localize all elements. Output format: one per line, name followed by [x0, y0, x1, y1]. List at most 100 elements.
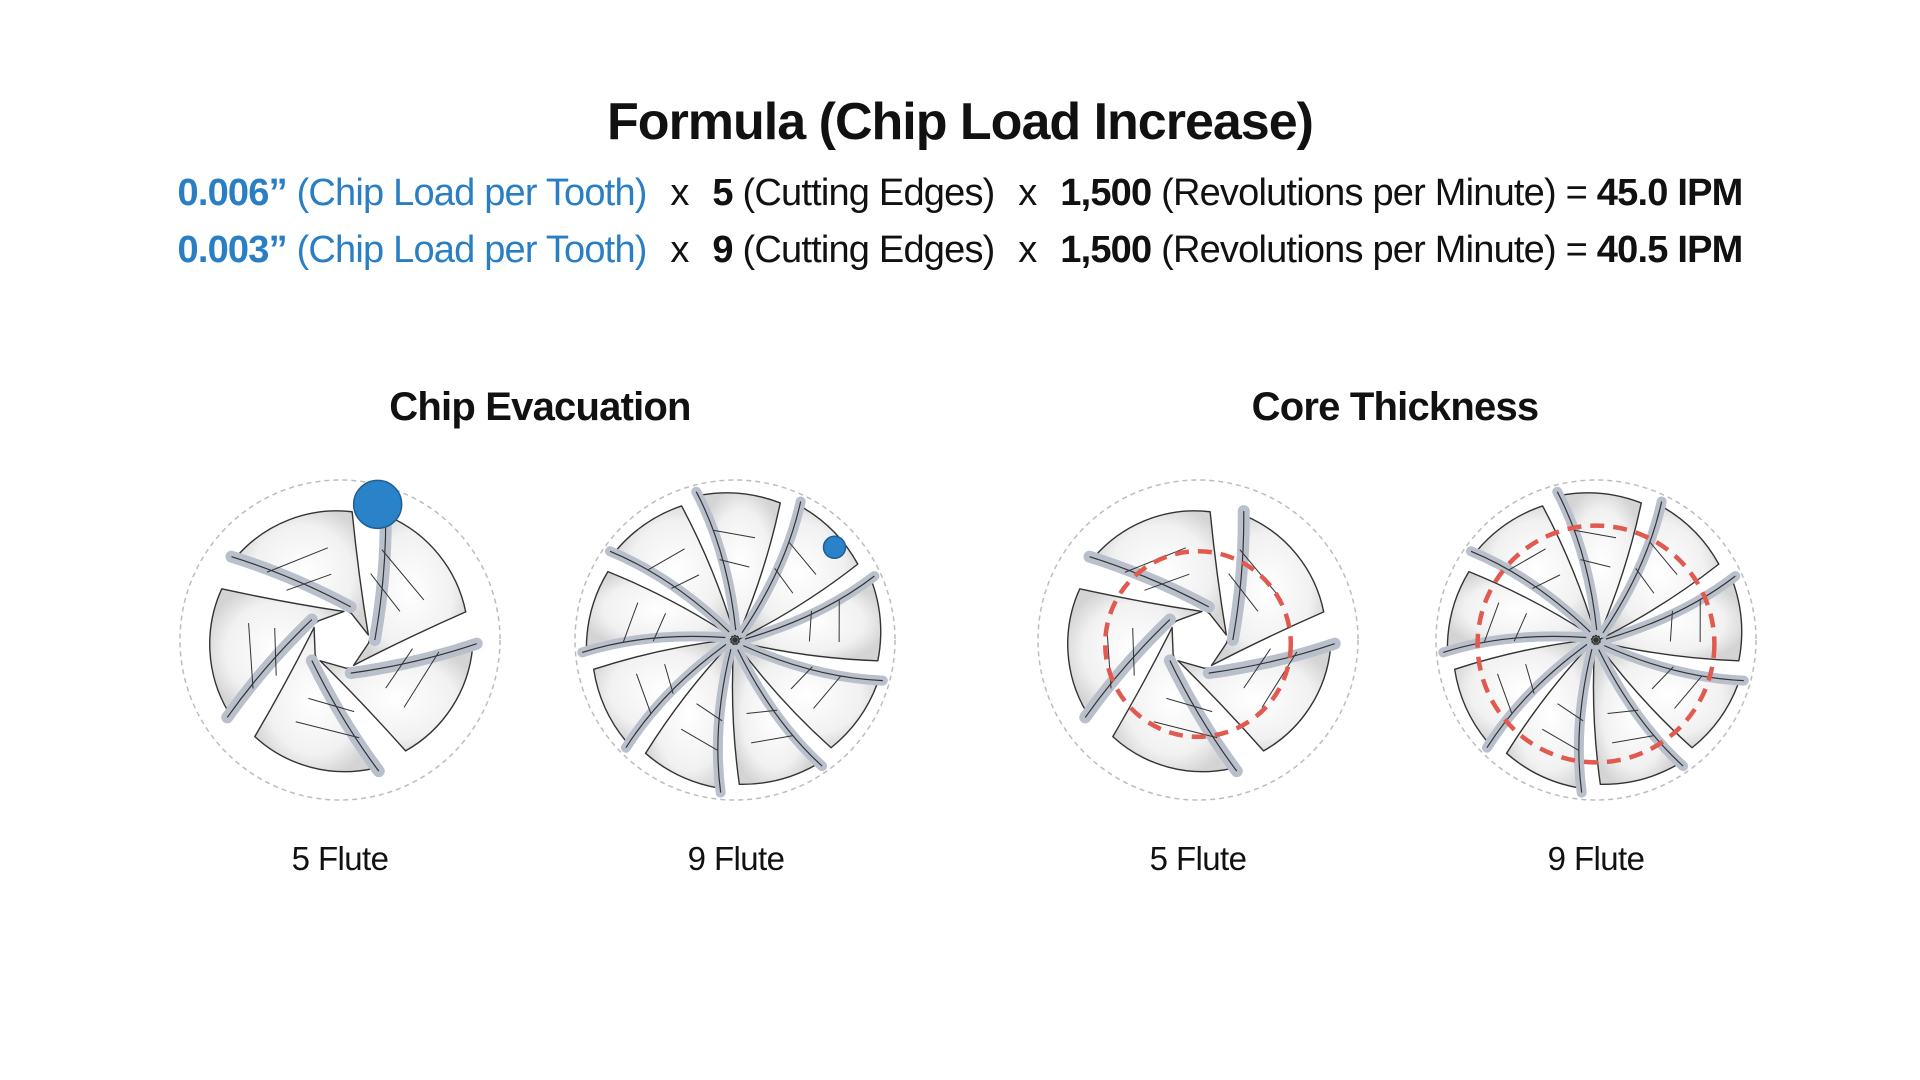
- cutting-edge-outline: [1604, 645, 1744, 682]
- tool-center: [732, 637, 738, 643]
- chip-evacuation-title: Chip Evacuation: [389, 385, 691, 429]
- chip-circle: [352, 479, 403, 530]
- formula-row-9-flute: 0.003” (Chip Load per Tooth) x 9 (Cuttin…: [0, 229, 1920, 272]
- cutting-edge-outline: [741, 501, 802, 634]
- tooth-facet-line: [680, 728, 718, 751]
- tooth-facet-line: [788, 542, 817, 575]
- tooth-facet-line: [1513, 613, 1528, 642]
- cutting-edge-outline: [1602, 501, 1663, 634]
- rpm-label: (Revolutions per Minute): [1161, 172, 1557, 214]
- cutting-edge-outline: [625, 643, 727, 749]
- tooth-facet-line: [790, 666, 813, 690]
- tooth-facet-line: [403, 651, 440, 708]
- tooth-facet-line: [274, 627, 277, 676]
- chip-load-value: 0.003”: [177, 229, 288, 271]
- tooth-facet-line: [719, 559, 750, 568]
- rpm-value: 1,500: [1060, 229, 1152, 271]
- cutting-edge-outline: [1089, 556, 1210, 608]
- tooth-facet-line: [1557, 703, 1584, 722]
- cutting-edge-outline: [717, 648, 732, 793]
- cutting-edge-outline: [744, 575, 875, 640]
- equals-sign: =: [1565, 172, 1588, 214]
- cutting-edge-outline: [1598, 649, 1684, 767]
- page-title: Formula (Chip Load Increase): [607, 93, 1314, 151]
- tooth-facet-line: [1153, 721, 1218, 739]
- tooth-facet-line: [1525, 663, 1535, 694]
- result-value: 45.0 IPM: [1596, 172, 1743, 214]
- end-mill-9-flute-chip-evacuation: [574, 479, 896, 801]
- tooth-facet-line: [286, 573, 332, 591]
- cutting-edge-outline: [226, 619, 313, 718]
- tooth-facet-line: [1496, 673, 1513, 714]
- cutting-edge-outline: [737, 649, 823, 767]
- tooth-facet-line: [370, 573, 401, 612]
- cutting-edge-outline: [1578, 648, 1593, 793]
- tooth-facet-line: [1243, 648, 1271, 689]
- tooth-facet-line: [1144, 573, 1190, 591]
- tooth-facet-line: [1483, 602, 1500, 642]
- cutting-edge-outline: [1486, 643, 1588, 749]
- tooth-facet-line: [671, 574, 700, 589]
- multiply-sign: x: [670, 172, 689, 214]
- tooth-facet-line: [635, 673, 652, 714]
- multiply-sign: x: [1018, 229, 1037, 271]
- cutting-edges-value: 5: [712, 172, 733, 214]
- tooth-facet-line: [295, 721, 360, 739]
- tooth-facet-line: [696, 703, 723, 722]
- five-flute-label: 5 Flute: [1149, 840, 1247, 877]
- tooth-facet-line: [1239, 549, 1283, 601]
- tooth-facet-line: [266, 547, 328, 573]
- tooth-facet-line: [652, 613, 667, 642]
- cutting-edges-value: 9: [712, 229, 733, 271]
- multiply-sign: x: [1018, 172, 1037, 214]
- cutting-edge-outline: [743, 645, 883, 682]
- cutting-edge-outline: [1443, 635, 1587, 653]
- core-circle: [1102, 548, 1294, 740]
- cutting-edge-outline: [1556, 491, 1598, 631]
- chip-load-label: (Chip Load per Tooth): [296, 229, 648, 271]
- tooth-facet-line: [1669, 610, 1673, 642]
- tooth-facet-line: [813, 676, 841, 709]
- core-thickness-title: Core Thickness: [1251, 385, 1540, 429]
- tool-outer-circle: [1435, 479, 1757, 801]
- tool-outer-circle: [179, 479, 501, 801]
- tooth-facet-line: [1612, 735, 1654, 744]
- end-mill-5-flute-core-thickness: [1037, 479, 1359, 801]
- tooth-facet-line: [1635, 568, 1655, 594]
- cutting-edge-outline: [1084, 619, 1171, 718]
- tooth-facet-line: [622, 602, 639, 642]
- equals-sign: =: [1565, 229, 1588, 271]
- cutting-edge-outline: [350, 643, 477, 674]
- tooth-facet-line: [385, 648, 413, 689]
- cutting-edge-outline: [1605, 575, 1736, 640]
- tool-center: [1593, 637, 1599, 643]
- cutting-edge-outline: [609, 550, 730, 633]
- tool-outer-circle: [1037, 479, 1359, 801]
- rpm-value: 1,500: [1060, 172, 1152, 214]
- tooth-facet-line: [648, 548, 685, 571]
- tooth-facet-line: [751, 735, 793, 744]
- tooth-facet-line: [664, 663, 674, 694]
- nine-flute-label: 9 Flute: [687, 840, 785, 877]
- cutting-edge-outline: [1169, 660, 1238, 772]
- end-mill-9-flute-core-thickness: [1435, 479, 1757, 801]
- tooth-facet-line: [1532, 574, 1561, 589]
- chip-circle: [822, 535, 847, 560]
- tooth-facet-line: [713, 529, 756, 539]
- five-flute-label: 5 Flute: [291, 840, 389, 877]
- cutting-edge-outline: [231, 556, 352, 608]
- tooth-facet-line: [1228, 573, 1259, 612]
- rpm-label: (Revolutions per Minute): [1161, 229, 1557, 271]
- cutting-edge-outline: [1470, 550, 1591, 633]
- tooth-facet-line: [1541, 728, 1579, 751]
- tooth-facet-line: [1607, 709, 1639, 714]
- core-circle: [1475, 523, 1717, 765]
- cutting-edge-outline: [695, 491, 737, 631]
- nine-flute-label: 9 Flute: [1547, 840, 1645, 877]
- tool-outer-circle: [574, 479, 896, 801]
- tooth-facet-line: [381, 549, 425, 601]
- end-mill-5-flute-chip-evacuation: [179, 479, 501, 801]
- tooth-facet-line: [774, 568, 794, 594]
- tooth-facet-line: [1509, 548, 1546, 571]
- tooth-facet-line: [746, 709, 778, 714]
